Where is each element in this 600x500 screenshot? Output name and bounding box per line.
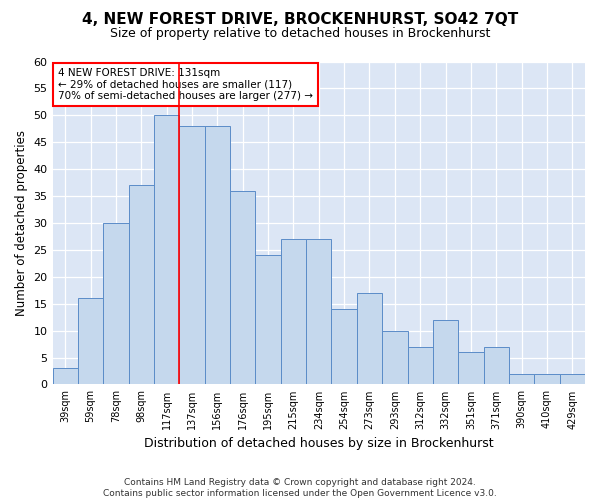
Bar [484, 347, 509, 385]
Bar [382, 330, 407, 384]
Bar [230, 190, 256, 384]
Bar [281, 239, 306, 384]
Text: 4, NEW FOREST DRIVE, BROCKENHURST, SO42 7QT: 4, NEW FOREST DRIVE, BROCKENHURST, SO42 … [82, 12, 518, 28]
Bar [53, 368, 78, 384]
Bar [179, 126, 205, 384]
Bar [509, 374, 534, 384]
Bar [560, 374, 585, 384]
Bar [103, 223, 128, 384]
Text: Contains HM Land Registry data © Crown copyright and database right 2024.
Contai: Contains HM Land Registry data © Crown c… [103, 478, 497, 498]
Bar [407, 347, 433, 385]
Bar [357, 293, 382, 384]
Bar [331, 309, 357, 384]
Text: Size of property relative to detached houses in Brockenhurst: Size of property relative to detached ho… [110, 28, 490, 40]
Bar [534, 374, 560, 384]
Bar [458, 352, 484, 384]
Bar [154, 116, 179, 384]
Bar [433, 320, 458, 384]
Bar [128, 186, 154, 384]
Bar [78, 298, 103, 384]
Bar [256, 256, 281, 384]
Bar [205, 126, 230, 384]
Y-axis label: Number of detached properties: Number of detached properties [15, 130, 28, 316]
Bar [306, 239, 331, 384]
Text: 4 NEW FOREST DRIVE: 131sqm
← 29% of detached houses are smaller (117)
70% of sem: 4 NEW FOREST DRIVE: 131sqm ← 29% of deta… [58, 68, 313, 101]
X-axis label: Distribution of detached houses by size in Brockenhurst: Distribution of detached houses by size … [144, 437, 494, 450]
